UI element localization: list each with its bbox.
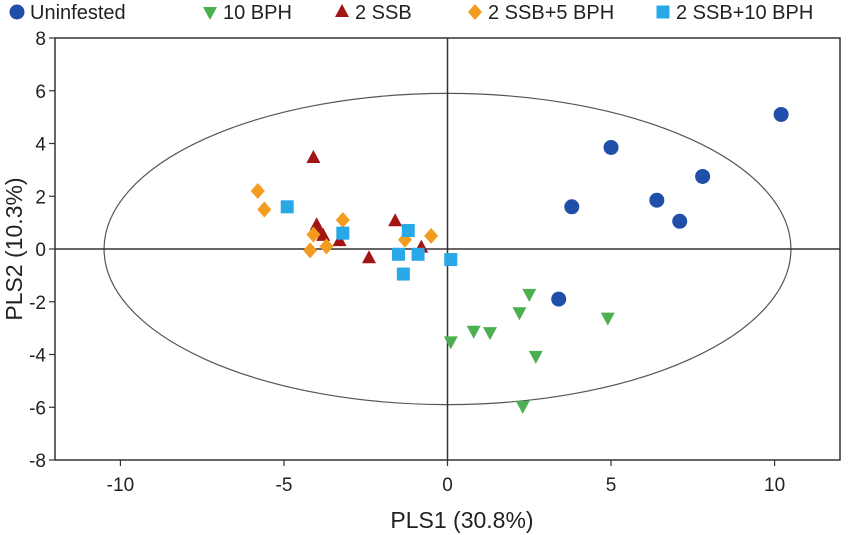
point-2-ssb — [316, 227, 331, 241]
point-2-ssb-5-bph — [250, 182, 265, 199]
point-2-ssb-10-bph — [411, 247, 425, 261]
data-points — [250, 106, 789, 414]
x-axis-ticks: -10 -5 0 5 10 — [107, 460, 785, 496]
legend-label-2-ssb: 2 SSB — [355, 2, 412, 24]
legend-marker-10-bph — [203, 7, 217, 20]
x-tick-label: -10 — [107, 475, 134, 496]
legend-label-2-ssb-10-bph: 2 SSB+10 BPH — [676, 2, 813, 24]
point-2-ssb-10-bph — [280, 200, 294, 214]
point-10-bph — [515, 400, 530, 414]
point-10-bph — [483, 327, 498, 341]
y-tick-label: -4 — [29, 346, 46, 367]
legend-label-10-bph: 10 BPH — [223, 2, 292, 24]
y-tick-label: 6 — [35, 82, 46, 103]
legend-label-2-ssb-5-bph: 2 SSB+5 BPH — [488, 2, 614, 24]
point-uninfested — [672, 213, 688, 229]
legend-label-uninfested: Uninfested — [30, 2, 126, 24]
point-2-ssb-5-bph — [257, 201, 272, 218]
point-10-bph — [522, 288, 537, 302]
point-2-ssb-10-bph — [336, 226, 350, 240]
point-10-bph — [600, 312, 615, 326]
legend-marker-uninfested — [9, 4, 25, 20]
point-2-ssb-10-bph — [396, 267, 410, 281]
point-10-bph — [443, 336, 458, 350]
point-uninfested — [551, 291, 567, 307]
y-tick-label: 0 — [35, 240, 46, 261]
point-uninfested — [649, 192, 665, 208]
point-2-ssb-5-bph — [306, 226, 321, 243]
point-2-ssb-10-bph — [391, 247, 405, 261]
legend-marker-2-ssb-10-bph — [656, 5, 670, 19]
point-2-ssb-5-bph — [424, 227, 439, 244]
point-10-bph — [512, 307, 527, 321]
y-tick-label: 2 — [35, 187, 46, 208]
x-tick-label: 5 — [606, 475, 617, 496]
point-2-ssb — [362, 250, 376, 264]
point-10-bph — [528, 350, 543, 364]
x-tick-label: 0 — [442, 475, 453, 496]
point-2-ssb — [388, 213, 403, 227]
point-2-ssb-10-bph — [401, 224, 415, 238]
y-tick-label: -6 — [29, 398, 46, 419]
point-uninfested — [695, 168, 711, 184]
point-10-bph — [466, 325, 481, 339]
y-tick-label: -8 — [29, 451, 46, 472]
point-uninfested — [773, 106, 789, 122]
x-tick-label: 10 — [764, 475, 785, 496]
legend-marker-2-ssb-5-bph — [468, 4, 482, 20]
y-tick-label: 8 — [35, 29, 46, 50]
legend: Uninfested 10 BPH 2 SSB 2 SSB+5 BPH 2 SSB+10… — [9, 2, 813, 24]
x-tick-label: -5 — [276, 475, 293, 496]
y-axis-title: PLS2 (10.3%) — [1, 177, 27, 320]
point-2-ssb-5-bph — [303, 242, 318, 259]
point-2-ssb-5-bph — [335, 211, 350, 228]
point-2-ssb — [306, 150, 321, 164]
point-2-ssb-5-bph — [319, 238, 334, 255]
x-axis-title: PLS1 (30.8%) — [390, 507, 533, 533]
y-tick-label: -2 — [29, 293, 46, 314]
legend-marker-2-ssb — [335, 4, 349, 17]
point-uninfested — [564, 199, 580, 215]
y-axis-ticks: -8 -6 -4 -2 0 2 4 6 8 — [29, 29, 55, 472]
point-2-ssb-10-bph — [444, 253, 458, 267]
plot-area — [54, 37, 841, 461]
point-uninfested — [603, 139, 619, 155]
y-tick-label: 4 — [35, 135, 46, 156]
